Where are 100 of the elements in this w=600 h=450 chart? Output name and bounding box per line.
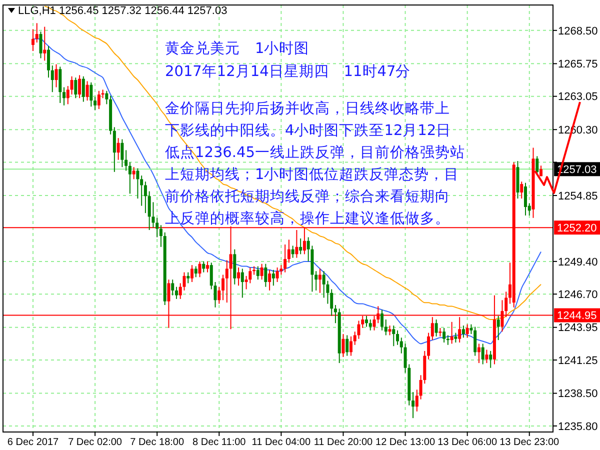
x-tick-label: 8 Dec 11:00: [192, 437, 246, 448]
candlestick: [540, 165, 542, 177]
candlestick: [112, 126, 116, 172]
candlestick: [284, 244, 287, 273]
candlestick: [346, 334, 349, 356]
candlestick: [342, 334, 345, 358]
candlestick: [496, 315, 500, 341]
x-tick-label: 7 Dec 18:00: [130, 437, 184, 448]
candlestick: [524, 182, 527, 216]
x-tick-label: 13 Dec 06:00: [438, 437, 498, 448]
candlestick: [47, 46, 50, 78]
y-tick-label: 1246.70: [558, 288, 598, 301]
candlestick: [384, 319, 388, 336]
candlestick: [97, 90, 100, 110]
candlestick: [364, 315, 368, 328]
candlestick: [66, 86, 70, 105]
candlestick: [470, 324, 473, 335]
y-tick-label: 1265.75: [558, 58, 598, 71]
candlestick: [477, 343, 480, 364]
candlestick: [349, 336, 352, 356]
annotation: 2017年12月14日星期四 11时47分: [165, 63, 411, 80]
candlestick: [481, 343, 484, 365]
candlestick: [415, 389, 418, 412]
candlestick: [485, 349, 488, 364]
candlestick: [368, 319, 372, 331]
x-tick-label: 12 Dec 13:00: [376, 437, 436, 448]
candlestick: [392, 325, 396, 347]
candlestick: [186, 272, 190, 284]
candlestick: [318, 268, 322, 294]
candlestick: [330, 288, 334, 316]
candlestick: [237, 266, 240, 286]
candlestick: [466, 324, 469, 338]
candlestick: [225, 260, 228, 304]
annotation: 上短期均线；1小时图低位超跌反弹态势，目: [165, 166, 460, 183]
candlestick: [190, 264, 194, 283]
candlestick: [120, 138, 124, 168]
y-tick-label: 1268.50: [558, 25, 598, 38]
candlestick: [32, 28, 34, 52]
candlestick: [434, 319, 438, 337]
candlestick: [39, 31, 42, 59]
candlestick: [427, 332, 430, 360]
candlestick: [256, 266, 260, 280]
candlestick: [194, 266, 198, 278]
ref-line-label: 1252.20: [557, 222, 597, 234]
candlestick: [291, 245, 294, 258]
ref-line-label: 1244.95: [557, 310, 597, 322]
candlestick: [276, 266, 279, 283]
candlestick: [144, 181, 147, 214]
candlestick: [70, 76, 74, 96]
candlestick: [148, 190, 151, 230]
y-tick-label: 1241.25: [558, 354, 598, 367]
candlestick: [222, 274, 225, 301]
candlestick: [442, 327, 446, 343]
candlestick: [206, 260, 210, 273]
candlestick: [380, 309, 384, 331]
candlestick: [140, 175, 144, 206]
candlestick: [124, 150, 128, 172]
x-tick-label: 11 Dec 04:00: [252, 437, 311, 448]
candlestick: [474, 326, 477, 356]
y-tick-label: 1238.50: [558, 388, 598, 400]
candlestick: [388, 325, 392, 336]
candlestick: [94, 96, 97, 111]
candlestick: [396, 330, 400, 346]
candlestick: [202, 260, 206, 273]
y-tick-label: 1254.85: [558, 190, 598, 202]
candlestick: [536, 156, 539, 175]
candlestick: [400, 337, 403, 354]
candlestick: [214, 282, 217, 308]
candlestick: [210, 262, 213, 290]
y-tick-label: 1263.05: [558, 91, 598, 104]
candlestick: [156, 217, 159, 238]
candlestick: [86, 80, 89, 102]
candlestick: [314, 270, 318, 291]
candlestick: [171, 279, 174, 296]
candlestick: [159, 224, 162, 248]
candlestick: [62, 86, 66, 106]
candlestick: [54, 64, 58, 88]
candlestick: [260, 263, 264, 280]
candlestick: [74, 77, 78, 99]
x-tick-label: 13 Dec 23:00: [500, 437, 560, 448]
candlestick: [462, 325, 465, 338]
annotation: 低点1236.45一线止跌反弹，目前价格强势站: [165, 144, 465, 161]
candlestick: [128, 162, 132, 194]
x-tick-label: 11 Dec 20:00: [314, 437, 374, 448]
x-tick-label: 7 Dec 02:00: [68, 437, 122, 448]
candlestick: [116, 138, 120, 160]
candlestick: [334, 304, 337, 324]
candlestick: [132, 166, 136, 180]
candlestick: [136, 168, 140, 200]
candlestick: [105, 90, 108, 105]
x-tick-label: 6 Dec 2017: [7, 437, 60, 448]
candlestick: [50, 64, 54, 93]
candlestick: [174, 286, 178, 300]
chart-title: LLG,H1 1256.45 1257.32 1256.44 1257.03: [18, 5, 228, 17]
candlestick: [90, 82, 93, 108]
candlestick: [218, 286, 221, 304]
candlestick: [58, 66, 62, 104]
candlestick: [520, 181, 524, 200]
candlestick: [264, 263, 268, 288]
annotation: 金价隔日先抑后扬并收高，日线终收略带上: [165, 100, 450, 117]
